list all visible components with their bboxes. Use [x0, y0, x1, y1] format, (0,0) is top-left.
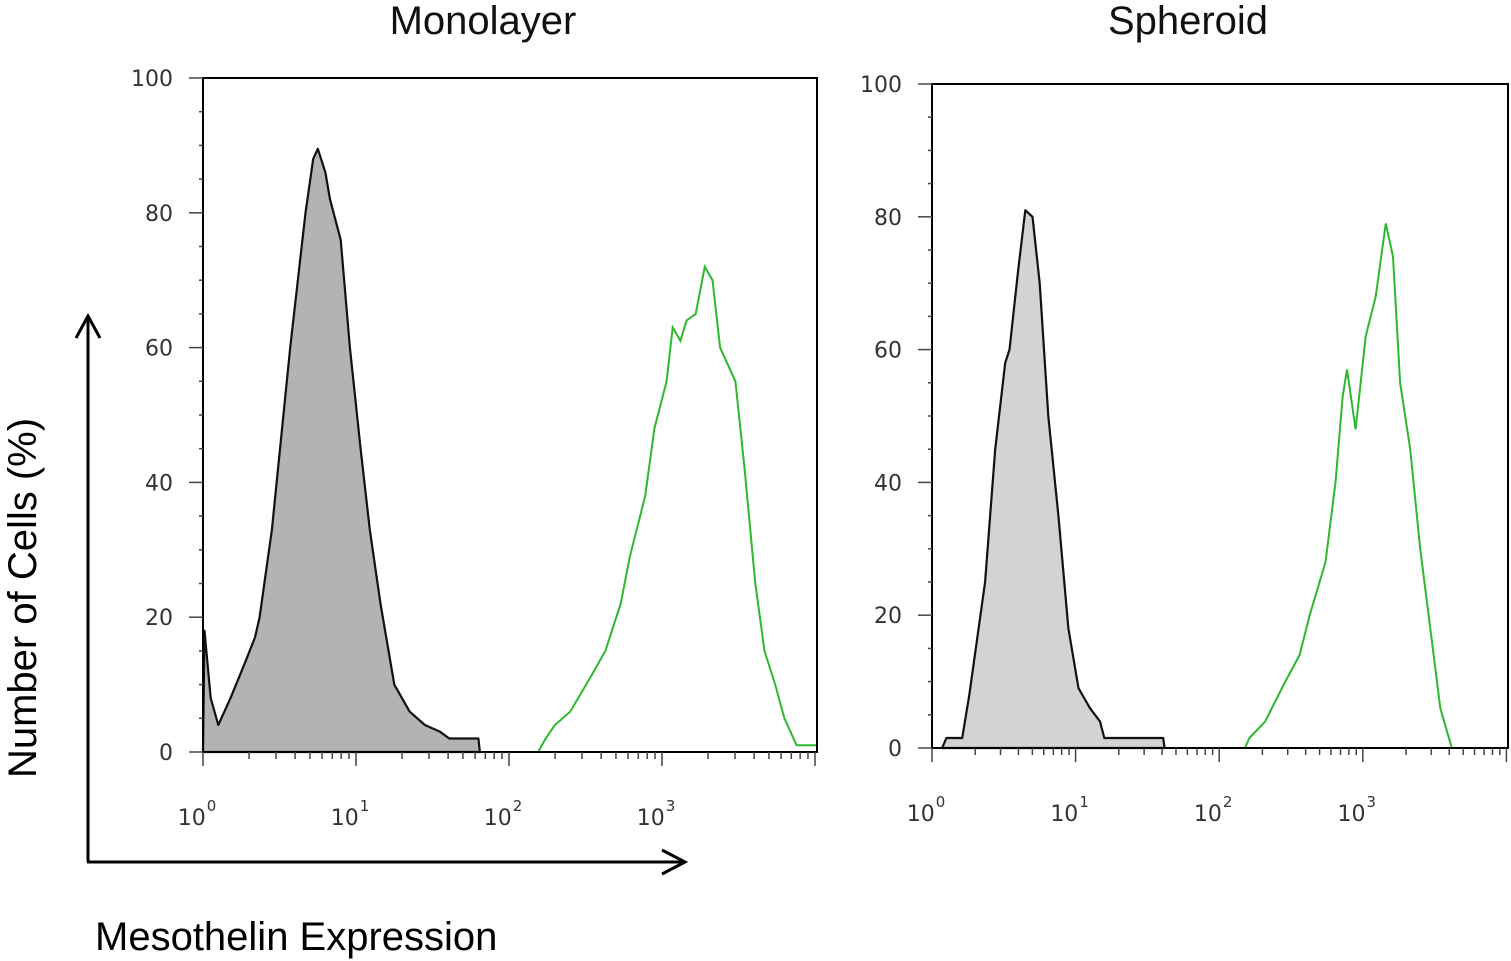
histogram-mesothelin [516, 263, 819, 753]
x-tick-label: 100 [907, 793, 946, 827]
panel-title: Monolayer [390, 0, 577, 43]
y-arrow-head [74, 312, 102, 339]
histogram-control [940, 209, 1166, 750]
x-tick-base: 10 [178, 806, 206, 831]
x-tick-label: 101 [331, 797, 370, 831]
y-tick-label: 40 [145, 471, 173, 496]
y-tick-label: 0 [159, 741, 173, 766]
x-tick-exponent: 0 [936, 793, 946, 811]
x-tick-base: 10 [1194, 802, 1222, 827]
x-arrow-head [661, 848, 689, 876]
y-tick-label: 100 [131, 67, 173, 92]
x-tick-label: 101 [1050, 793, 1089, 827]
y-axis-label: Number of Cells (%) [1, 418, 45, 778]
x-tick-exponent: 3 [666, 797, 676, 815]
x-tick-base: 10 [331, 806, 359, 831]
y-tick-label: 60 [874, 339, 902, 364]
x-tick-exponent: 2 [1223, 793, 1233, 811]
x-tick-base: 10 [1050, 802, 1078, 827]
y-tick-label: 60 [145, 337, 173, 362]
x-tick-base: 10 [484, 806, 512, 831]
y-tick-label: 80 [145, 202, 173, 227]
x-tick-exponent: 3 [1367, 793, 1377, 811]
y-tick-label: 40 [874, 471, 902, 496]
y-tick-label: 0 [888, 737, 902, 762]
y-tick-label: 100 [860, 73, 902, 98]
panel-title: Spheroid [1108, 0, 1268, 43]
x-tick-base: 10 [907, 802, 935, 827]
x-tick-label: 103 [637, 797, 676, 831]
x-tick-label: 102 [484, 797, 523, 831]
y-tick-label: 80 [874, 206, 902, 231]
x-tick-label: 100 [178, 797, 217, 831]
shared-axes-arrows [74, 312, 689, 876]
x-tick-base: 10 [1338, 802, 1366, 827]
y-tick-label: 20 [145, 606, 173, 631]
histogram-control [201, 147, 481, 754]
x-tick-exponent: 0 [207, 797, 217, 815]
x-axis-label: Mesothelin Expression [95, 915, 497, 959]
x-tick-exponent: 1 [360, 797, 370, 815]
x-tick-base: 10 [637, 806, 665, 831]
histogram-mesothelin [1244, 223, 1453, 749]
x-tick-exponent: 1 [1079, 793, 1089, 811]
x-tick-exponent: 2 [513, 797, 523, 815]
y-tick-label: 20 [874, 604, 902, 629]
x-tick-label: 102 [1194, 793, 1233, 827]
x-tick-label: 103 [1338, 793, 1377, 827]
